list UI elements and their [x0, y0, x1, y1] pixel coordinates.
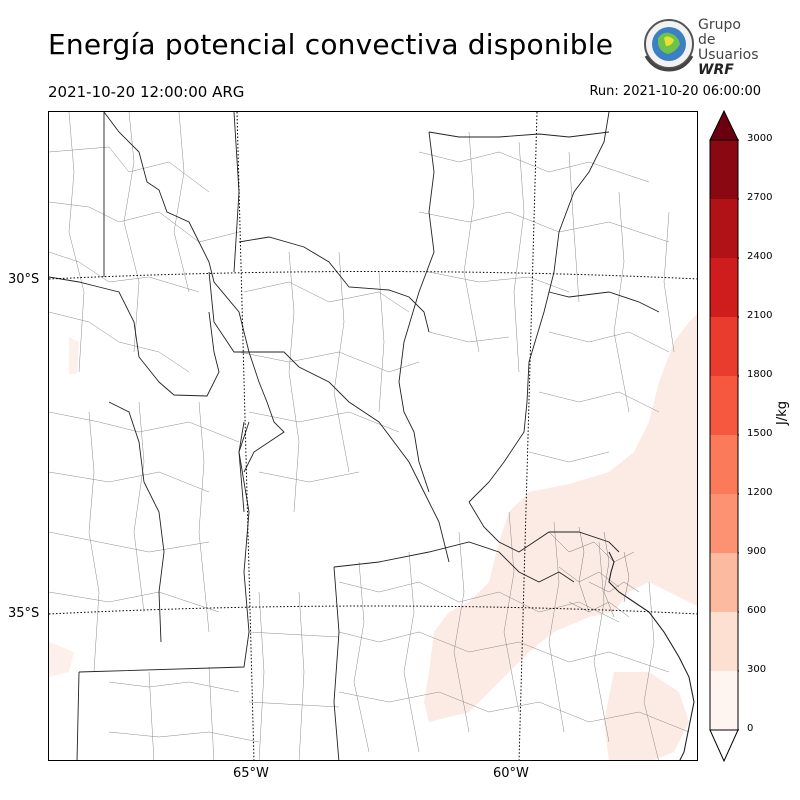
district-borders: [49, 112, 690, 760]
logo-line-3: WRF: [698, 62, 734, 78]
globe-logo-icon: [644, 19, 694, 72]
colorbar-tick-label: 2100: [747, 310, 773, 321]
run-time: Run: 2021-10-20 06:00:00: [589, 84, 761, 99]
colorbar-bin-6: [710, 317, 738, 376]
colorbar-bin-8: [710, 199, 738, 258]
colorbar-svg: [709, 109, 742, 763]
valid-time: 2021-10-20 12:00:00 ARG: [48, 83, 245, 101]
lat-35s-line: [49, 605, 697, 615]
logo-line-2: Usuarios: [698, 47, 759, 63]
colorbar-bin-7: [710, 258, 738, 317]
lat-label-30s: 30°S: [8, 272, 40, 287]
colorbar-tick-label: 900: [747, 546, 767, 557]
colorbar-bin-1: [710, 612, 738, 671]
cape-shading: [49, 314, 697, 760]
grupo-wrf-logo: Grupo de Usuarios WRF: [640, 16, 760, 78]
logo-line-1: Grupo de: [698, 17, 741, 48]
colorbar-bin-2: [710, 553, 738, 612]
colorbar-bin-5: [710, 376, 738, 435]
chart-title: Energía potencial convectiva disponible: [48, 28, 614, 61]
graticule: [49, 112, 697, 760]
colorbar-tick-label: 0: [747, 723, 754, 734]
colorbar-extend-min: [709, 729, 739, 763]
lat-label-35s: 35°S: [8, 606, 40, 621]
lon-label-65w: 65°W: [233, 766, 269, 781]
colorbar-tick-label: 2400: [747, 251, 773, 262]
colorbar-tick-label: 1800: [747, 369, 773, 380]
map-canvas: [49, 112, 697, 760]
colorbar-bin-3: [710, 494, 738, 553]
colorbar-tick-label: 600: [747, 605, 767, 616]
colorbar-unit: J/kg: [775, 401, 790, 425]
colorbar-extend-max: [709, 109, 739, 141]
colorbar-bin-4: [710, 435, 738, 494]
colorbar-bin-9: [710, 140, 738, 199]
colorbar-tick-label: 3000: [747, 133, 773, 144]
colorbar-bin-0: [710, 671, 738, 730]
lon-60w-line: [518, 112, 538, 760]
colorbar-tick-label: 300: [747, 664, 767, 675]
colorbar-tick-label: 1500: [747, 428, 773, 439]
colorbar-tick-label: 1200: [747, 487, 773, 498]
colorbar-tick-label: 2700: [747, 192, 773, 203]
lon-65w-line: [236, 112, 255, 760]
colorbar: [709, 109, 742, 763]
coastline: [608, 551, 695, 760]
lon-label-60w: 60°W: [493, 766, 529, 781]
cape-map: [48, 111, 698, 761]
lat-30s-line: [49, 271, 697, 280]
province-borders: [49, 112, 660, 760]
